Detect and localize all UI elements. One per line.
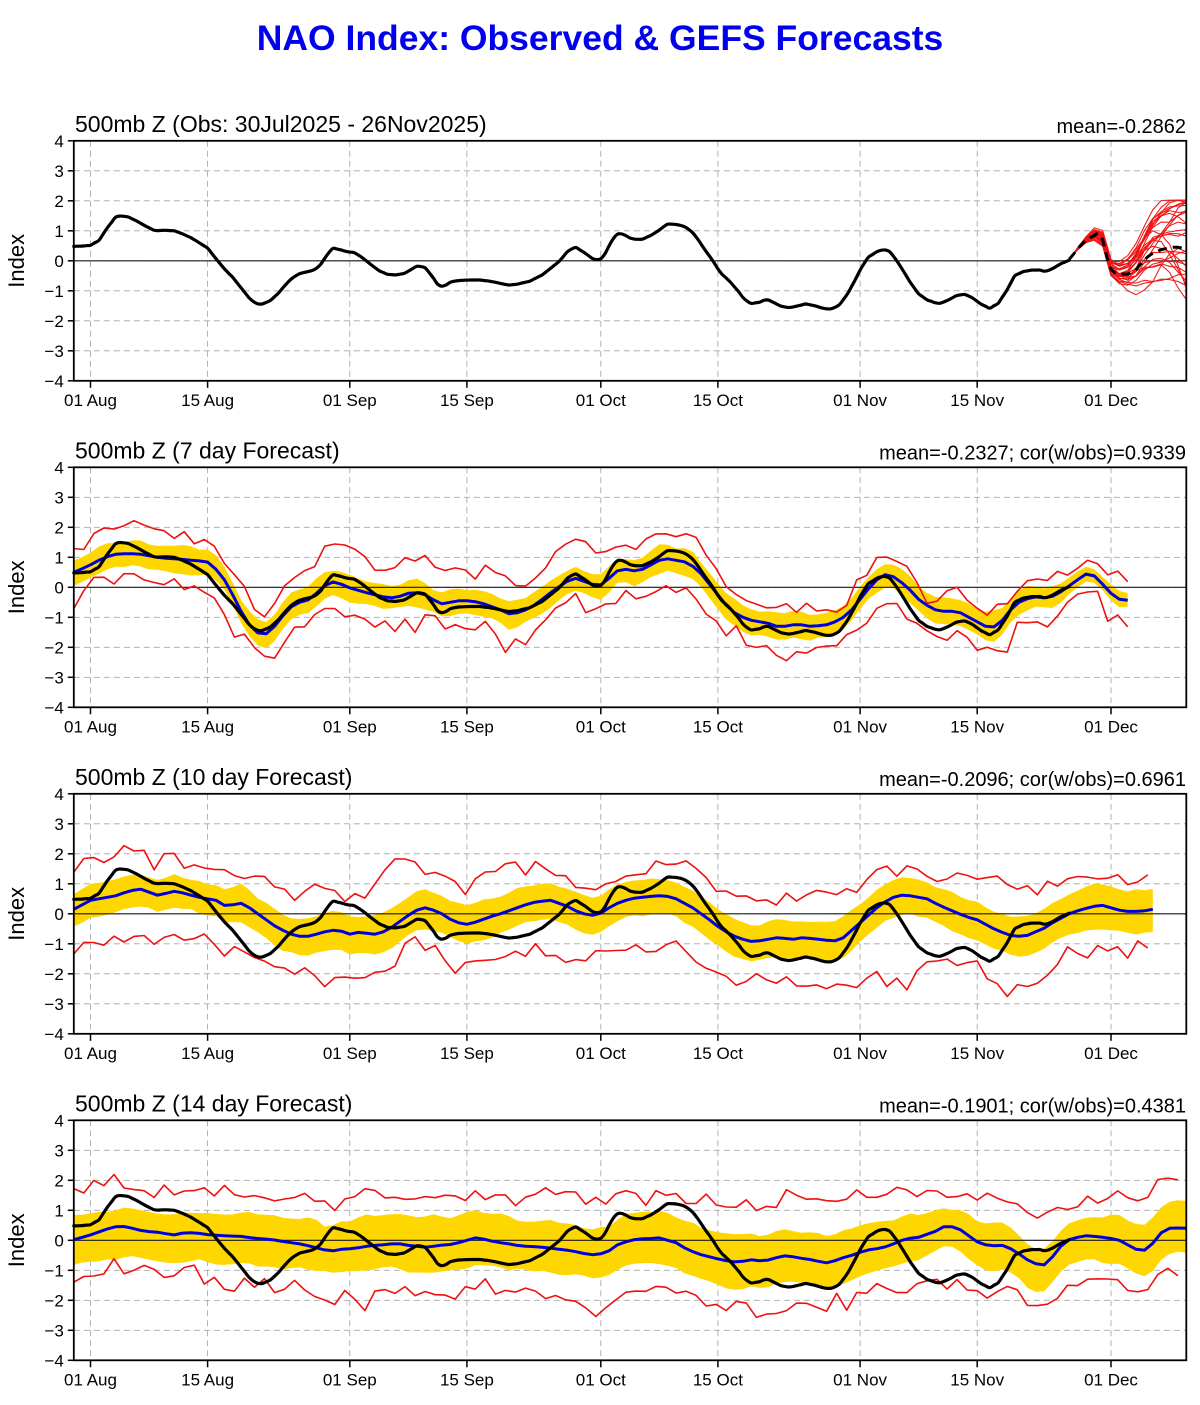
svg-text:0: 0 (54, 578, 63, 597)
svg-text:mean=-0.1901; cor(w/obs)=0.438: mean=-0.1901; cor(w/obs)=0.4381 (879, 1095, 1186, 1117)
svg-text:15 Oct: 15 Oct (693, 1370, 743, 1389)
svg-text:15 Sep: 15 Sep (440, 1370, 494, 1389)
svg-text:3: 3 (54, 815, 63, 834)
svg-text:500mb Z (10 day Forecast): 500mb Z (10 day Forecast) (75, 764, 352, 790)
svg-text:15 Nov: 15 Nov (950, 1370, 1004, 1389)
svg-text:15 Sep: 15 Sep (440, 391, 494, 410)
svg-text:15 Nov: 15 Nov (950, 1044, 1004, 1063)
svg-text:mean=-0.2096; cor(w/obs)=0.696: mean=-0.2096; cor(w/obs)=0.6961 (879, 769, 1186, 791)
svg-text:15 Aug: 15 Aug (181, 391, 234, 410)
svg-text:mean=-0.2327; cor(w/obs)=0.933: mean=-0.2327; cor(w/obs)=0.9339 (879, 442, 1186, 464)
svg-text:15 Oct: 15 Oct (693, 717, 743, 736)
svg-text:15 Sep: 15 Sep (440, 1044, 494, 1063)
svg-text:01 Nov: 01 Nov (833, 717, 887, 736)
svg-text:−2: −2 (44, 1291, 63, 1310)
svg-text:2: 2 (54, 192, 63, 211)
svg-text:2: 2 (54, 1171, 63, 1190)
svg-text:4: 4 (54, 458, 63, 477)
svg-text:−4: −4 (44, 1351, 63, 1370)
svg-text:15 Oct: 15 Oct (693, 1044, 743, 1063)
svg-text:01 Dec: 01 Dec (1084, 717, 1138, 736)
svg-text:01 Nov: 01 Nov (833, 391, 887, 410)
svg-text:−2: −2 (44, 312, 63, 331)
svg-text:500mb Z (7 day Forecast): 500mb Z (7 day Forecast) (75, 437, 340, 463)
svg-text:−2: −2 (44, 965, 63, 984)
svg-text:−3: −3 (44, 995, 63, 1014)
svg-text:2: 2 (54, 518, 63, 537)
svg-text:15 Nov: 15 Nov (950, 391, 1004, 410)
svg-text:4: 4 (54, 1111, 63, 1130)
svg-text:1: 1 (54, 1201, 63, 1220)
svg-text:01 Oct: 01 Oct (576, 1044, 626, 1063)
svg-text:Index: Index (4, 1213, 29, 1267)
svg-text:1: 1 (54, 222, 63, 241)
svg-text:500mb Z (14 day Forecast): 500mb Z (14 day Forecast) (75, 1090, 352, 1116)
svg-text:15 Aug: 15 Aug (181, 717, 234, 736)
svg-text:01 Sep: 01 Sep (323, 1370, 377, 1389)
svg-text:−4: −4 (44, 372, 63, 391)
svg-text:01 Sep: 01 Sep (323, 391, 377, 410)
svg-text:01 Oct: 01 Oct (576, 1370, 626, 1389)
svg-text:0: 0 (54, 252, 63, 271)
svg-text:01 Aug: 01 Aug (64, 391, 117, 410)
svg-text:01 Aug: 01 Aug (64, 1044, 117, 1063)
svg-text:15 Aug: 15 Aug (181, 1370, 234, 1389)
svg-text:−2: −2 (44, 638, 63, 657)
svg-text:Index: Index (4, 234, 29, 288)
svg-text:500mb Z (Obs: 30Jul2025 - 26No: 500mb Z (Obs: 30Jul2025 - 26Nov2025) (75, 111, 487, 137)
svg-text:15 Sep: 15 Sep (440, 717, 494, 736)
svg-text:0: 0 (54, 905, 63, 924)
svg-text:4: 4 (54, 785, 63, 804)
svg-text:15 Oct: 15 Oct (693, 391, 743, 410)
svg-text:−1: −1 (44, 935, 63, 954)
svg-text:3: 3 (54, 1141, 63, 1160)
svg-text:−1: −1 (44, 608, 63, 627)
svg-text:−3: −3 (44, 342, 63, 361)
svg-text:15 Nov: 15 Nov (950, 717, 1004, 736)
svg-text:1: 1 (54, 875, 63, 894)
svg-text:01 Sep: 01 Sep (323, 1044, 377, 1063)
svg-text:Index: Index (4, 887, 29, 941)
svg-text:01 Oct: 01 Oct (576, 717, 626, 736)
svg-text:01 Dec: 01 Dec (1084, 1044, 1138, 1063)
svg-text:01 Nov: 01 Nov (833, 1044, 887, 1063)
svg-text:4: 4 (54, 132, 63, 151)
svg-text:mean=-0.2862: mean=-0.2862 (1056, 116, 1186, 138)
svg-text:15 Aug: 15 Aug (181, 1044, 234, 1063)
svg-text:01 Dec: 01 Dec (1084, 391, 1138, 410)
svg-text:Index: Index (4, 560, 29, 614)
svg-text:0: 0 (54, 1231, 63, 1250)
svg-text:−1: −1 (44, 282, 63, 301)
svg-text:2: 2 (54, 845, 63, 864)
svg-text:−3: −3 (44, 668, 63, 687)
svg-text:01 Oct: 01 Oct (576, 391, 626, 410)
svg-text:NAO Index: Observed & GEFS For: NAO Index: Observed & GEFS Forecasts (257, 18, 944, 58)
svg-text:−4: −4 (44, 1025, 63, 1044)
svg-text:01 Sep: 01 Sep (323, 717, 377, 736)
svg-text:3: 3 (54, 162, 63, 181)
svg-text:01 Dec: 01 Dec (1084, 1370, 1138, 1389)
svg-text:01 Nov: 01 Nov (833, 1370, 887, 1389)
svg-text:01 Aug: 01 Aug (64, 717, 117, 736)
svg-text:−4: −4 (44, 698, 63, 717)
svg-text:−3: −3 (44, 1321, 63, 1340)
svg-text:3: 3 (54, 488, 63, 507)
svg-text:−1: −1 (44, 1261, 63, 1280)
svg-text:1: 1 (54, 548, 63, 567)
svg-text:01 Aug: 01 Aug (64, 1370, 117, 1389)
